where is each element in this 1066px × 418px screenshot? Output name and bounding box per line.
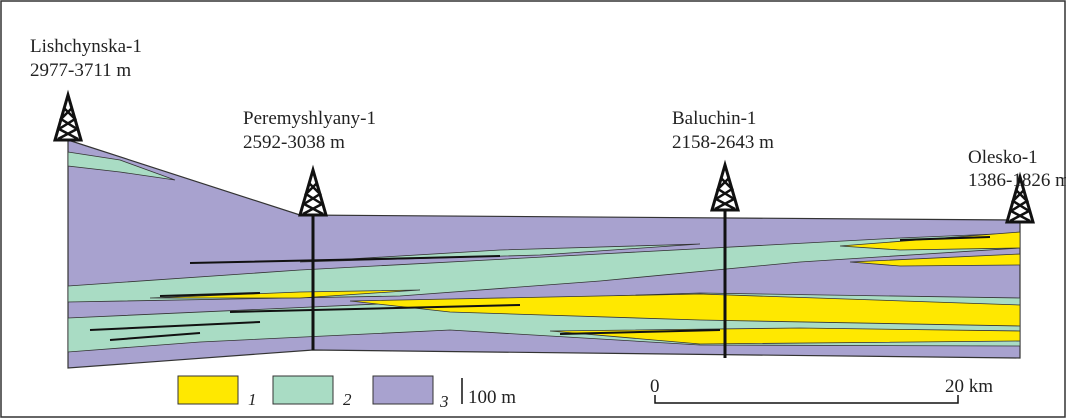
well-name: Peremyshlyany-1 [243, 108, 376, 129]
well-depth: 2592-3038 m [243, 132, 345, 153]
legend-swatch [272, 375, 334, 405]
legend-label: 3 [439, 392, 449, 411]
unit-1-lenses [149, 231, 1021, 345]
vertical-scale-label: 100 m [468, 387, 516, 408]
well-depth: 2158-2643 m [672, 132, 774, 153]
horizontal-scale-bar [654, 395, 959, 404]
well-lines [311, 210, 727, 358]
well-depth: 1386-1826 m [968, 170, 1066, 191]
well-depth: 2977-3711 m [30, 60, 131, 81]
legend-swatch [372, 375, 434, 405]
legend-label: 1 [248, 390, 257, 409]
well-name: Olesko-1 [968, 147, 1038, 168]
legend-label: 2 [343, 390, 352, 409]
well-name: Lishchynska-1 [30, 36, 142, 57]
legend-swatch [177, 375, 239, 405]
thin-layers [89, 236, 991, 341]
scale-end: 20 km [945, 376, 993, 397]
scale-start: 0 [650, 376, 660, 397]
well-name: Baluchin-1 [672, 108, 756, 129]
